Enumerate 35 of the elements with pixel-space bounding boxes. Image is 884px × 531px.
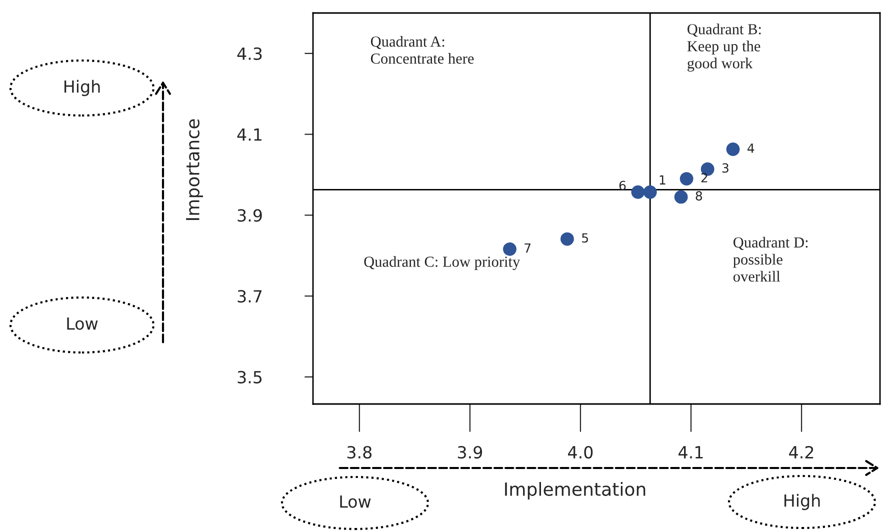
annotation: 6	[619, 180, 626, 190]
x-tick-label: 4.0	[568, 446, 593, 459]
x-tick-label: 4.1	[678, 446, 703, 458]
x-tick-label: 3.9	[458, 446, 482, 459]
y-tick-label: 3.5	[238, 370, 262, 384]
text: Low	[67, 317, 98, 330]
annotation: 5	[582, 233, 588, 243]
x-tick-label: 3.8	[347, 446, 372, 459]
y-tick-label: 4.1	[237, 128, 262, 141]
point	[643, 185, 657, 199]
point	[631, 185, 645, 199]
point	[726, 142, 740, 156]
annotation: 2	[701, 172, 708, 182]
annotation: 4	[748, 144, 754, 153]
text: High	[784, 494, 820, 510]
point	[560, 232, 574, 246]
x-axis-title: Implementation	[505, 482, 646, 500]
annotation: Quadrant A: Concentrate here	[370, 36, 474, 64]
point	[680, 172, 694, 186]
point	[503, 242, 516, 256]
annotation: 1	[660, 175, 666, 184]
x-tick-label: 4.2	[789, 446, 814, 458]
annotation: 7	[524, 243, 531, 253]
text: High	[64, 80, 100, 96]
y-tick-label: 4.3	[237, 47, 262, 60]
annotation: 8	[696, 191, 702, 201]
text: Low	[340, 495, 371, 508]
annotation: Quadrant D: possible overkill	[733, 236, 808, 282]
y-tick-label: 3.7	[238, 290, 262, 303]
y-tick-label: 3.9	[238, 209, 262, 222]
annotation: Quadrant C: Low priority	[364, 256, 520, 270]
point	[674, 190, 688, 204]
y-axis-title: Importance	[186, 119, 203, 220]
annotation: 3	[722, 163, 728, 173]
annotation: Quadrant B: Keep up the good work	[687, 24, 761, 72]
